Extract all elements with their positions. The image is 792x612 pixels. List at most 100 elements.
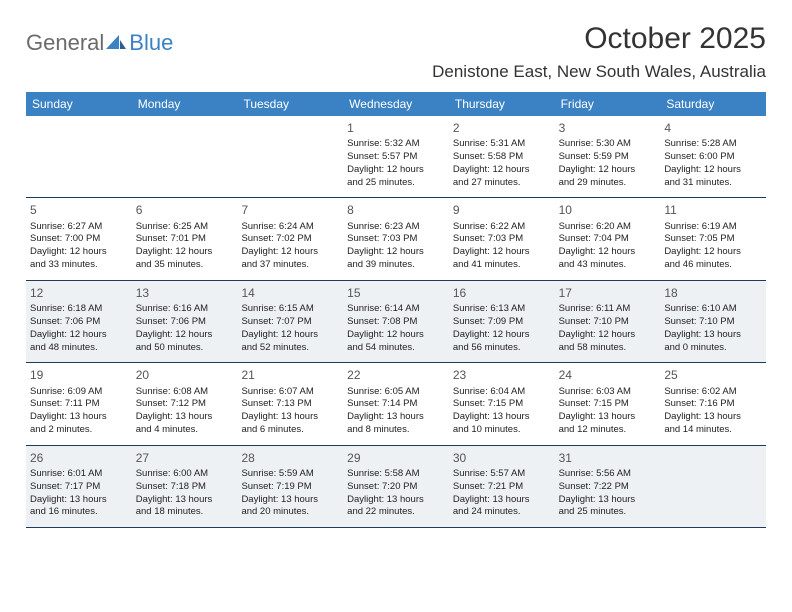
sunset-text: Sunset: 7:17 PM [30, 481, 128, 494]
calendar-day-cell [26, 116, 132, 197]
calendar-day-cell [132, 116, 238, 197]
calendar-week-row: 19Sunrise: 6:09 AMSunset: 7:11 PMDayligh… [26, 363, 766, 445]
day-number: 5 [30, 202, 128, 218]
sunrise-text: Sunrise: 6:00 AM [136, 468, 234, 481]
calendar-day-cell: 6Sunrise: 6:25 AMSunset: 7:01 PMDaylight… [132, 198, 238, 279]
sunset-text: Sunset: 7:00 PM [30, 233, 128, 246]
day-number: 25 [664, 367, 762, 383]
daylight-text-1: Daylight: 12 hours [30, 329, 128, 342]
sunrise-text: Sunrise: 6:07 AM [241, 386, 339, 399]
daylight-text-1: Daylight: 12 hours [347, 329, 445, 342]
sunset-text: Sunset: 5:57 PM [347, 151, 445, 164]
daylight-text-1: Daylight: 12 hours [347, 246, 445, 259]
daylight-text-2: and 48 minutes. [30, 342, 128, 355]
sunset-text: Sunset: 7:01 PM [136, 233, 234, 246]
calendar-day-cell: 5Sunrise: 6:27 AMSunset: 7:00 PMDaylight… [26, 198, 132, 279]
calendar-day-cell: 11Sunrise: 6:19 AMSunset: 7:05 PMDayligh… [660, 198, 766, 279]
day-number: 22 [347, 367, 445, 383]
daylight-text-1: Daylight: 12 hours [559, 164, 657, 177]
day-number: 23 [453, 367, 551, 383]
sunset-text: Sunset: 7:06 PM [30, 316, 128, 329]
daylight-text-1: Daylight: 12 hours [347, 164, 445, 177]
daylight-text-1: Daylight: 13 hours [664, 411, 762, 424]
daylight-text-1: Daylight: 12 hours [241, 329, 339, 342]
daylight-text-2: and 24 minutes. [453, 506, 551, 519]
daylight-text-1: Daylight: 13 hours [136, 411, 234, 424]
day-number: 1 [347, 120, 445, 136]
sunrise-text: Sunrise: 6:25 AM [136, 221, 234, 234]
sunrise-text: Sunrise: 6:24 AM [241, 221, 339, 234]
day-number: 17 [559, 285, 657, 301]
sunset-text: Sunset: 5:59 PM [559, 151, 657, 164]
sunrise-text: Sunrise: 5:31 AM [453, 138, 551, 151]
daylight-text-2: and 46 minutes. [664, 259, 762, 272]
sunrise-text: Sunrise: 6:19 AM [664, 221, 762, 234]
calendar-day-cell: 7Sunrise: 6:24 AMSunset: 7:02 PMDaylight… [237, 198, 343, 279]
day-number: 18 [664, 285, 762, 301]
sunset-text: Sunset: 7:06 PM [136, 316, 234, 329]
daylight-text-1: Daylight: 13 hours [559, 411, 657, 424]
calendar-day-cell: 15 Sunrise: 6:14 AMSunset: 7:08 PMDayligh… [343, 281, 449, 362]
weekday-label: Saturday [660, 92, 766, 116]
sunrise-text: Sunrise: 6:27 AM [30, 221, 128, 234]
weekday-label: Tuesday [237, 92, 343, 116]
calendar-day-cell: 10Sunrise: 6:20 AMSunset: 7:04 PMDayligh… [555, 198, 661, 279]
sunset-text: Sunset: 7:12 PM [136, 398, 234, 411]
day-number: 4 [664, 120, 762, 136]
calendar-day-cell: 3Sunrise: 5:30 AMSunset: 5:59 PMDaylight… [555, 116, 661, 197]
daylight-text-2: and 29 minutes. [559, 177, 657, 190]
calendar-week-row: 12Sunrise: 6:18 AMSunset: 7:06 PMDayligh… [26, 281, 766, 363]
sunset-text: Sunset: 7:08 PM [347, 316, 445, 329]
daylight-text-1: Daylight: 13 hours [30, 411, 128, 424]
day-number: 2 [453, 120, 551, 136]
weekday-label: Friday [555, 92, 661, 116]
day-number: 31 [559, 450, 657, 466]
calendar-day-cell: 12Sunrise: 6:18 AMSunset: 7:06 PMDayligh… [26, 281, 132, 362]
daylight-text-2: and 50 minutes. [136, 342, 234, 355]
day-number: 3 [559, 120, 657, 136]
calendar-day-cell: 1Sunrise: 5:32 AMSunset: 5:57 PMDaylight… [343, 116, 449, 197]
calendar-day-cell: 22Sunrise: 6:05 AMSunset: 7:14 PMDayligh… [343, 363, 449, 444]
daylight-text-1: Daylight: 13 hours [136, 494, 234, 507]
day-number: 15 [347, 285, 445, 301]
weeks-container: 1Sunrise: 5:32 AMSunset: 5:57 PMDaylight… [26, 116, 766, 528]
calendar-week-row: 1Sunrise: 5:32 AMSunset: 5:57 PMDaylight… [26, 116, 766, 198]
sunset-text: Sunset: 7:19 PM [241, 481, 339, 494]
sunset-text: Sunset: 7:14 PM [347, 398, 445, 411]
sunset-text: Sunset: 6:00 PM [664, 151, 762, 164]
daylight-text-1: Daylight: 13 hours [453, 411, 551, 424]
sunrise-text: Sunrise: 6:14 AM [347, 303, 445, 316]
daylight-text-2: and 0 minutes. [664, 342, 762, 355]
daylight-text-2: and 37 minutes. [241, 259, 339, 272]
sunset-text: Sunset: 7:15 PM [453, 398, 551, 411]
logo-sail-icon [106, 35, 126, 51]
sunrise-text: Sunrise: 6:02 AM [664, 386, 762, 399]
day-number: 30 [453, 450, 551, 466]
calendar-day-cell: 21Sunrise: 6:07 AMSunset: 7:13 PMDayligh… [237, 363, 343, 444]
calendar-day-cell: 31Sunrise: 5:56 AMSunset: 7:22 PMDayligh… [555, 446, 661, 527]
daylight-text-1: Daylight: 13 hours [241, 411, 339, 424]
daylight-text-1: Daylight: 12 hours [559, 329, 657, 342]
daylight-text-2: and 10 minutes. [453, 424, 551, 437]
daylight-text-1: Daylight: 13 hours [559, 494, 657, 507]
month-title: October 2025 [432, 22, 766, 56]
day-number: 16 [453, 285, 551, 301]
daylight-text-2: and 20 minutes. [241, 506, 339, 519]
daylight-text-1: Daylight: 12 hours [453, 329, 551, 342]
day-number: 12 [30, 285, 128, 301]
daylight-text-1: Daylight: 12 hours [453, 246, 551, 259]
daylight-text-2: and 58 minutes. [559, 342, 657, 355]
daylight-text-1: Daylight: 12 hours [559, 246, 657, 259]
sunrise-text: Sunrise: 5:59 AM [241, 468, 339, 481]
calendar-day-cell: 27Sunrise: 6:00 AMSunset: 7:18 PMDayligh… [132, 446, 238, 527]
daylight-text-1: Daylight: 13 hours [347, 411, 445, 424]
daylight-text-1: Daylight: 12 hours [241, 246, 339, 259]
calendar-day-cell: 16Sunrise: 6:13 AMSunset: 7:09 PMDayligh… [449, 281, 555, 362]
daylight-text-1: Daylight: 12 hours [136, 246, 234, 259]
calendar-day-cell: 14Sunrise: 6:15 AMSunset: 7:07 PMDayligh… [237, 281, 343, 362]
daylight-text-1: Daylight: 12 hours [136, 329, 234, 342]
logo-text-2: Blue [129, 30, 173, 56]
day-number: 13 [136, 285, 234, 301]
daylight-text-2: and 33 minutes. [30, 259, 128, 272]
daylight-text-1: Daylight: 12 hours [453, 164, 551, 177]
